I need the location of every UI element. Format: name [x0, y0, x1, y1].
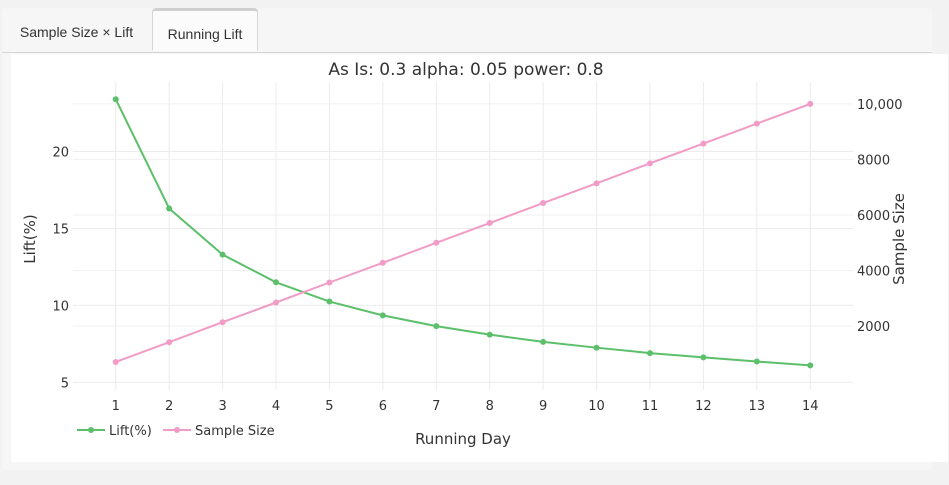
x-tick-label: 10	[588, 399, 605, 414]
data-point[interactable]	[807, 362, 814, 369]
data-point[interactable]	[433, 323, 440, 330]
data-point[interactable]	[273, 299, 280, 306]
y-right-tick-label: 10,000	[857, 98, 903, 113]
legend-entry[interactable]: Lift(%)	[109, 424, 152, 439]
x-tick-label: 5	[325, 399, 333, 414]
data-point[interactable]	[219, 319, 226, 326]
y-left-tick-label: 20	[52, 146, 69, 161]
data-point[interactable]	[326, 298, 333, 305]
x-tick-label: 11	[642, 399, 659, 414]
y-left-tick-label: 10	[52, 299, 69, 314]
running-lift-chart: 1 2 3 4 5 6 7 8 9 10 11 12 13 14510152020004000600080…	[21, 60, 908, 448]
grid-lines	[73, 82, 853, 390]
data-point[interactable]	[219, 251, 226, 258]
legend-swatch-marker	[88, 427, 94, 433]
data-point[interactable]	[540, 200, 547, 207]
legend: Lift(%) Sample Size	[77, 424, 275, 439]
x-tick-label: 3	[218, 399, 226, 414]
data-point[interactable]	[166, 205, 173, 212]
data-point[interactable]	[112, 358, 119, 365]
data-point[interactable]	[646, 350, 653, 357]
x-tick-label: 8	[486, 399, 494, 414]
x-tick-label: 7	[432, 399, 440, 414]
tab-running-lift[interactable]: Running Lift	[152, 8, 258, 51]
data-point[interactable]	[112, 96, 119, 103]
x-tick-label: 13	[749, 399, 766, 414]
data-point[interactable]	[433, 239, 440, 246]
x-axis-label: Running Day	[415, 430, 511, 448]
chart-title: As Is: 0.3 alpha: 0.05 power: 0.8	[328, 60, 603, 80]
legend-entry[interactable]: Sample Size	[195, 424, 275, 439]
tab-bar: Sample Size × Lift Running Lift	[2, 8, 932, 53]
legend-swatch-marker	[174, 427, 180, 433]
data-point[interactable]	[540, 338, 547, 345]
x-tick-label: 9	[539, 399, 547, 414]
x-tick-label: 2	[165, 399, 173, 414]
series-layer	[112, 96, 814, 369]
data-point[interactable]	[486, 331, 493, 338]
x-tick-label: 14	[802, 399, 819, 414]
y-axis-left-label: Lift(%)	[21, 214, 39, 263]
data-point[interactable]	[700, 140, 707, 147]
y-right-tick-label: 4000	[857, 265, 890, 280]
data-point[interactable]	[379, 259, 386, 266]
data-point[interactable]	[753, 358, 760, 365]
series-line-lift	[114, 98, 811, 367]
x-tick-label: 6	[379, 399, 387, 414]
x-tick-label: 4	[272, 399, 280, 414]
series-line-sample-size	[115, 102, 811, 363]
data-point[interactable]	[273, 279, 280, 286]
data-point[interactable]	[753, 120, 760, 127]
chart-area: 1 2 3 4 5 6 7 8 9 10 11 12 13 14 5 10 15 20 2000 4000 6000 80…	[11, 54, 948, 462]
data-point[interactable]	[486, 220, 493, 227]
data-point[interactable]	[807, 100, 814, 107]
tab-sample-size-lift[interactable]: Sample Size × Lift	[19, 24, 134, 40]
data-point[interactable]	[700, 354, 707, 361]
data-point[interactable]	[166, 339, 173, 346]
y-right-tick-label: 2000	[857, 320, 890, 335]
data-point[interactable]	[326, 279, 333, 286]
y-left-tick-label: 5	[61, 376, 69, 391]
data-point[interactable]	[379, 312, 386, 319]
y-right-tick-label: 8000	[857, 153, 890, 168]
y-axis-right-label: Sample Size	[890, 193, 908, 285]
data-point[interactable]	[593, 180, 600, 187]
x-tick-label: 12	[695, 399, 712, 414]
x-tick-label: 1	[112, 399, 120, 414]
y-left-tick-label: 15	[52, 222, 69, 237]
data-point[interactable]	[593, 344, 600, 351]
data-point[interactable]	[646, 160, 653, 167]
y-right-tick-label: 6000	[857, 209, 890, 224]
axes: 1 2 3 4 5 6 7 8 9 10 11 12 13 14510152020004000600080…	[52, 98, 902, 414]
